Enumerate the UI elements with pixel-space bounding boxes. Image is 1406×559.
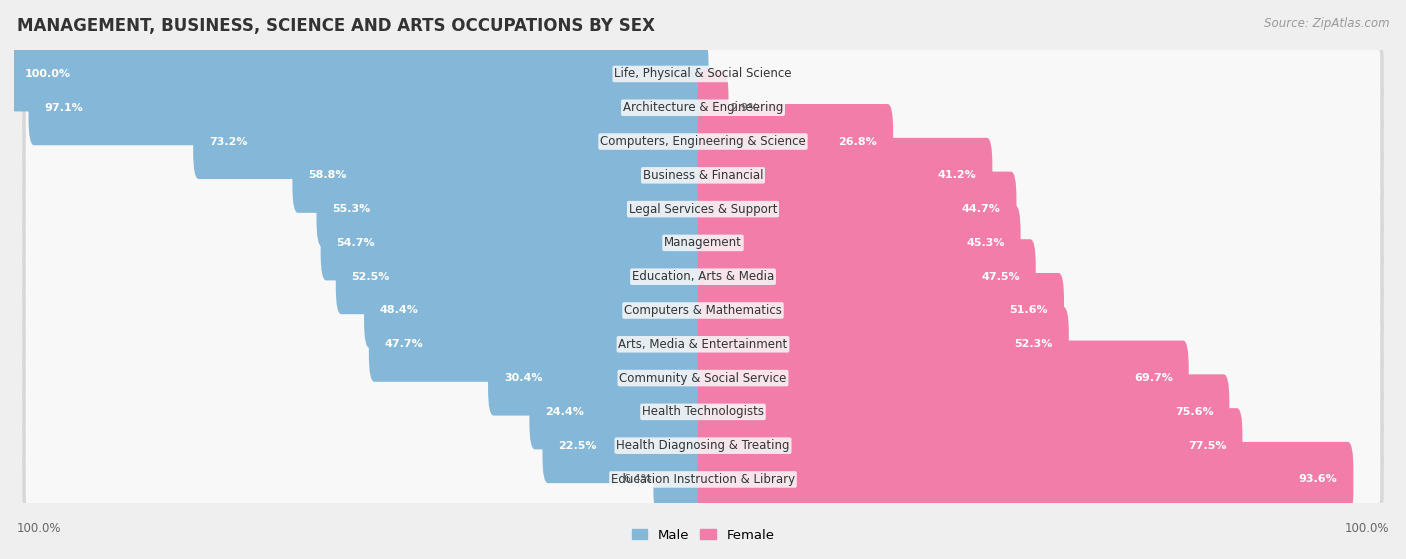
FancyBboxPatch shape — [25, 420, 1381, 471]
FancyBboxPatch shape — [22, 250, 1384, 303]
Text: 77.5%: 77.5% — [1188, 440, 1226, 451]
FancyBboxPatch shape — [22, 82, 1384, 134]
FancyBboxPatch shape — [697, 205, 1021, 281]
FancyBboxPatch shape — [22, 216, 1384, 269]
Text: 69.7%: 69.7% — [1135, 373, 1173, 383]
Text: 2.9%: 2.9% — [730, 103, 758, 113]
Text: 47.5%: 47.5% — [981, 272, 1019, 282]
FancyBboxPatch shape — [25, 285, 1381, 336]
FancyBboxPatch shape — [25, 352, 1381, 404]
FancyBboxPatch shape — [25, 386, 1381, 438]
Text: Education Instruction & Library: Education Instruction & Library — [612, 473, 794, 486]
Text: 75.6%: 75.6% — [1175, 407, 1213, 417]
FancyBboxPatch shape — [368, 307, 709, 382]
FancyBboxPatch shape — [8, 36, 709, 111]
FancyBboxPatch shape — [530, 375, 709, 449]
FancyBboxPatch shape — [697, 273, 1064, 348]
Text: 51.6%: 51.6% — [1010, 306, 1047, 315]
FancyBboxPatch shape — [22, 386, 1384, 438]
Text: 52.3%: 52.3% — [1015, 339, 1053, 349]
Text: 58.8%: 58.8% — [308, 170, 347, 181]
FancyBboxPatch shape — [25, 48, 1381, 100]
FancyBboxPatch shape — [292, 138, 709, 213]
Text: Computers & Mathematics: Computers & Mathematics — [624, 304, 782, 317]
Text: 22.5%: 22.5% — [558, 440, 596, 451]
FancyBboxPatch shape — [697, 239, 1036, 314]
FancyBboxPatch shape — [697, 442, 1354, 517]
Text: Management: Management — [664, 236, 742, 249]
FancyBboxPatch shape — [321, 205, 709, 281]
Text: Life, Physical & Social Science: Life, Physical & Social Science — [614, 68, 792, 80]
FancyBboxPatch shape — [25, 217, 1381, 268]
FancyBboxPatch shape — [25, 319, 1381, 370]
Text: 100.0%: 100.0% — [1344, 522, 1389, 535]
FancyBboxPatch shape — [25, 454, 1381, 505]
FancyBboxPatch shape — [697, 408, 1243, 483]
Text: 26.8%: 26.8% — [838, 136, 877, 146]
FancyBboxPatch shape — [22, 115, 1384, 168]
Text: Community & Social Service: Community & Social Service — [619, 372, 787, 385]
Text: 44.7%: 44.7% — [962, 204, 1001, 214]
Text: Arts, Media & Entertainment: Arts, Media & Entertainment — [619, 338, 787, 351]
FancyBboxPatch shape — [193, 104, 709, 179]
FancyBboxPatch shape — [316, 172, 709, 247]
Text: 24.4%: 24.4% — [546, 407, 583, 417]
Text: Education, Arts & Media: Education, Arts & Media — [631, 270, 775, 283]
FancyBboxPatch shape — [25, 116, 1381, 167]
Text: Source: ZipAtlas.com: Source: ZipAtlas.com — [1264, 17, 1389, 30]
Text: 30.4%: 30.4% — [503, 373, 543, 383]
FancyBboxPatch shape — [697, 138, 993, 213]
FancyBboxPatch shape — [25, 82, 1381, 134]
FancyBboxPatch shape — [697, 104, 893, 179]
Text: 48.4%: 48.4% — [380, 306, 419, 315]
Legend: Male, Female: Male, Female — [626, 523, 780, 547]
FancyBboxPatch shape — [488, 340, 709, 415]
FancyBboxPatch shape — [22, 318, 1384, 371]
FancyBboxPatch shape — [22, 419, 1384, 472]
FancyBboxPatch shape — [364, 273, 709, 348]
FancyBboxPatch shape — [22, 48, 1384, 100]
Text: Legal Services & Support: Legal Services & Support — [628, 202, 778, 216]
FancyBboxPatch shape — [22, 284, 1384, 337]
Text: 100.0%: 100.0% — [24, 69, 70, 79]
Text: 41.2%: 41.2% — [938, 170, 977, 181]
Text: MANAGEMENT, BUSINESS, SCIENCE AND ARTS OCCUPATIONS BY SEX: MANAGEMENT, BUSINESS, SCIENCE AND ARTS O… — [17, 17, 655, 35]
FancyBboxPatch shape — [697, 375, 1229, 449]
FancyBboxPatch shape — [336, 239, 709, 314]
Text: 97.1%: 97.1% — [45, 103, 83, 113]
FancyBboxPatch shape — [22, 149, 1384, 202]
Text: 6.4%: 6.4% — [624, 475, 652, 485]
Text: Computers, Engineering & Science: Computers, Engineering & Science — [600, 135, 806, 148]
FancyBboxPatch shape — [22, 453, 1384, 506]
FancyBboxPatch shape — [697, 172, 1017, 247]
FancyBboxPatch shape — [697, 70, 728, 145]
Text: Architecture & Engineering: Architecture & Engineering — [623, 101, 783, 114]
FancyBboxPatch shape — [697, 340, 1188, 415]
FancyBboxPatch shape — [22, 352, 1384, 404]
FancyBboxPatch shape — [697, 307, 1069, 382]
FancyBboxPatch shape — [25, 183, 1381, 235]
FancyBboxPatch shape — [543, 408, 709, 483]
Text: 47.7%: 47.7% — [385, 339, 423, 349]
Text: Health Diagnosing & Treating: Health Diagnosing & Treating — [616, 439, 790, 452]
FancyBboxPatch shape — [28, 70, 709, 145]
Text: Business & Financial: Business & Financial — [643, 169, 763, 182]
Text: 55.3%: 55.3% — [332, 204, 371, 214]
Text: 93.6%: 93.6% — [1299, 475, 1337, 485]
Text: 52.5%: 52.5% — [352, 272, 389, 282]
Text: 54.7%: 54.7% — [336, 238, 375, 248]
Text: 73.2%: 73.2% — [209, 136, 247, 146]
FancyBboxPatch shape — [25, 251, 1381, 302]
FancyBboxPatch shape — [25, 150, 1381, 201]
Text: Health Technologists: Health Technologists — [643, 405, 763, 418]
FancyBboxPatch shape — [22, 183, 1384, 235]
FancyBboxPatch shape — [654, 442, 709, 517]
Text: 100.0%: 100.0% — [17, 522, 62, 535]
Text: 45.3%: 45.3% — [966, 238, 1005, 248]
